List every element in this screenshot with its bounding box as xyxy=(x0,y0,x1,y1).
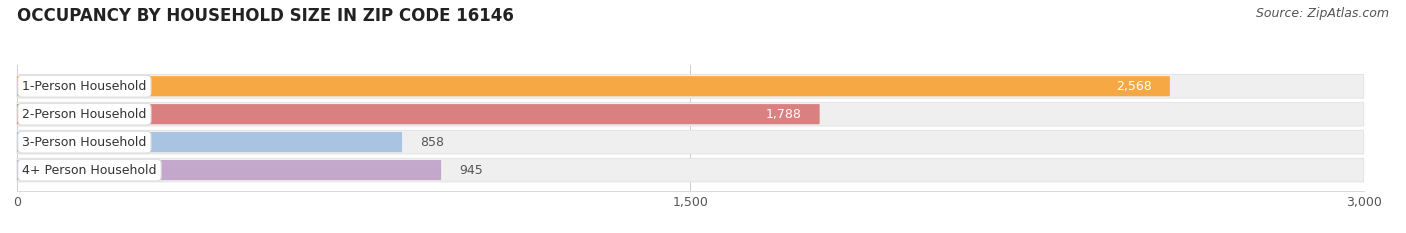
Text: 2-Person Household: 2-Person Household xyxy=(22,108,146,121)
FancyBboxPatch shape xyxy=(17,158,1364,182)
Text: 4+ Person Household: 4+ Person Household xyxy=(22,164,156,177)
Text: 858: 858 xyxy=(420,136,444,149)
Text: OCCUPANCY BY HOUSEHOLD SIZE IN ZIP CODE 16146: OCCUPANCY BY HOUSEHOLD SIZE IN ZIP CODE … xyxy=(17,7,513,25)
Text: Source: ZipAtlas.com: Source: ZipAtlas.com xyxy=(1256,7,1389,20)
Text: 2,568: 2,568 xyxy=(1116,80,1152,93)
Text: 1-Person Household: 1-Person Household xyxy=(22,80,146,93)
Text: 945: 945 xyxy=(460,164,482,177)
FancyBboxPatch shape xyxy=(17,74,1364,98)
FancyBboxPatch shape xyxy=(17,160,441,180)
FancyBboxPatch shape xyxy=(17,130,1364,154)
Text: 1,788: 1,788 xyxy=(766,108,801,121)
FancyBboxPatch shape xyxy=(17,132,402,152)
FancyBboxPatch shape xyxy=(17,76,1170,96)
Text: 3-Person Household: 3-Person Household xyxy=(22,136,146,149)
FancyBboxPatch shape xyxy=(17,102,1364,126)
FancyBboxPatch shape xyxy=(17,104,820,124)
